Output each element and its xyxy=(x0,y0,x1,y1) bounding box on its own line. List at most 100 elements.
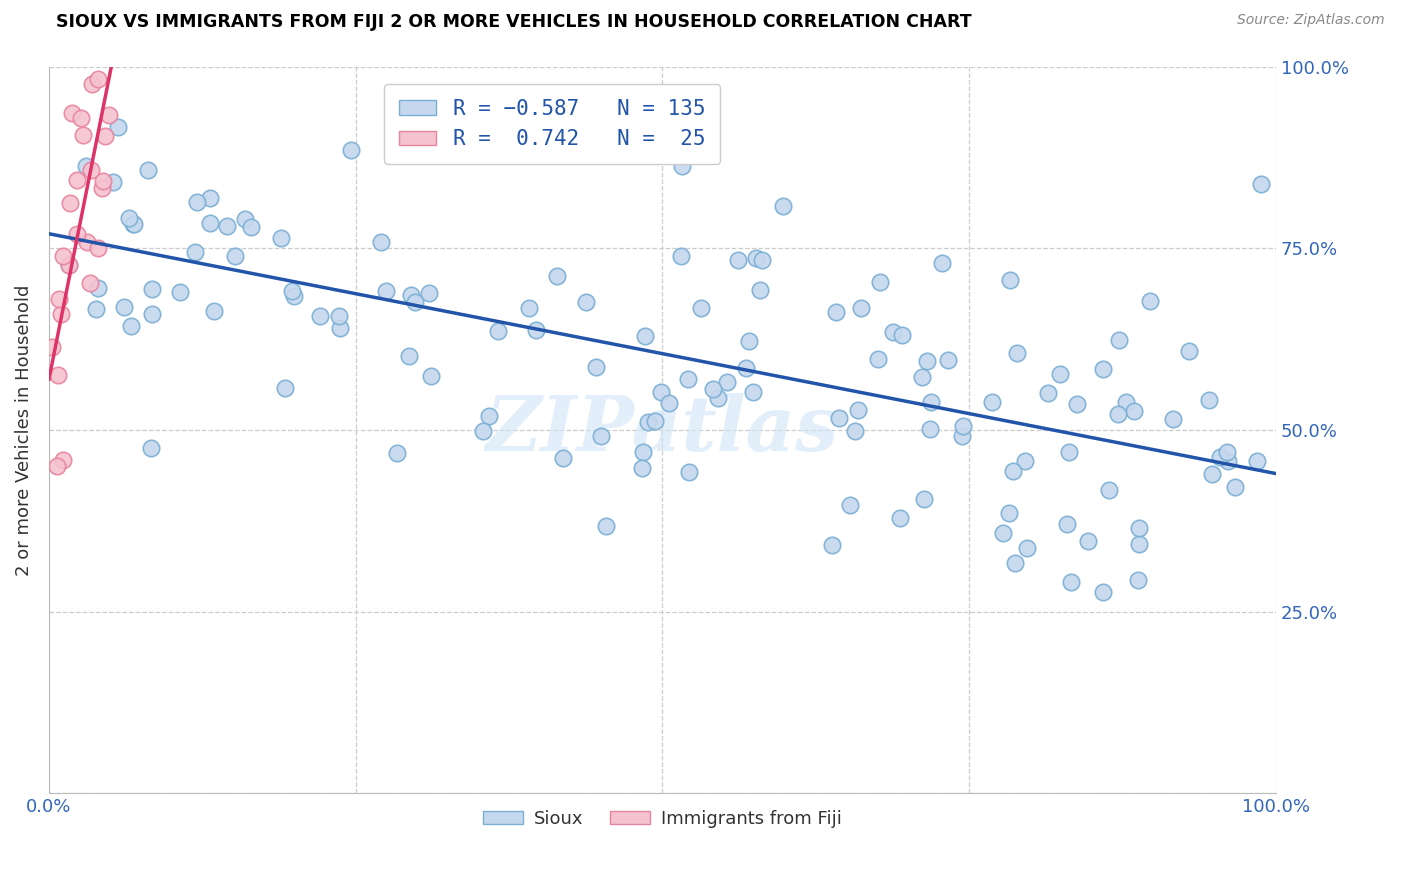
Point xyxy=(84,302,107,317)
Point xyxy=(553,450,575,465)
Text: Source: ZipAtlas.com: Source: ZipAtlas.com xyxy=(1237,13,1385,28)
Point xyxy=(707,391,730,405)
Point xyxy=(1066,397,1088,411)
Point xyxy=(76,235,98,250)
Point xyxy=(838,499,860,513)
Point xyxy=(138,162,160,177)
Point xyxy=(1091,584,1114,599)
Point xyxy=(198,216,221,230)
Point xyxy=(997,506,1019,520)
Point xyxy=(634,329,657,343)
Point xyxy=(65,173,87,187)
Point xyxy=(1128,574,1150,588)
Point xyxy=(678,372,700,386)
Point xyxy=(101,175,124,189)
Point xyxy=(1014,453,1036,467)
Point xyxy=(1161,411,1184,425)
Point xyxy=(215,219,238,233)
Point xyxy=(517,301,540,316)
Point xyxy=(98,107,121,121)
Point xyxy=(1098,483,1121,497)
Point xyxy=(239,219,262,234)
Point xyxy=(950,429,973,443)
Point xyxy=(385,446,408,460)
Point xyxy=(60,105,83,120)
Point xyxy=(224,249,246,263)
Point xyxy=(80,163,103,178)
Point xyxy=(631,461,654,475)
Point xyxy=(737,334,759,349)
Point xyxy=(678,465,700,479)
Point xyxy=(184,245,207,260)
Point xyxy=(202,304,225,318)
Point xyxy=(931,256,953,270)
Point xyxy=(991,525,1014,540)
Point xyxy=(920,422,942,436)
Point xyxy=(1005,346,1028,360)
Point xyxy=(637,415,659,429)
Point xyxy=(478,409,501,423)
Point xyxy=(309,309,332,323)
Point xyxy=(1049,367,1071,381)
Point xyxy=(745,251,768,265)
Point xyxy=(91,173,114,187)
Point xyxy=(198,190,221,204)
Point xyxy=(49,307,72,321)
Point xyxy=(1077,533,1099,548)
Point xyxy=(122,217,145,231)
Point xyxy=(1250,177,1272,191)
Point xyxy=(107,120,129,134)
Point xyxy=(891,328,914,343)
Point xyxy=(41,341,63,355)
Point xyxy=(1115,394,1137,409)
Point xyxy=(139,441,162,455)
Point xyxy=(419,45,441,59)
Point xyxy=(917,354,939,368)
Point xyxy=(82,77,104,91)
Point xyxy=(122,217,145,231)
Point xyxy=(58,258,80,272)
Point xyxy=(658,396,681,410)
Point xyxy=(702,382,724,396)
Point xyxy=(270,231,292,245)
Point xyxy=(120,318,142,333)
Point xyxy=(869,275,891,289)
Point xyxy=(1038,386,1060,401)
Point xyxy=(169,285,191,299)
Point xyxy=(1060,574,1083,589)
Point xyxy=(93,128,115,143)
Point xyxy=(141,307,163,321)
Point xyxy=(52,453,75,467)
Point xyxy=(689,301,711,316)
Point xyxy=(1178,343,1201,358)
Point xyxy=(735,361,758,376)
Point xyxy=(1107,407,1129,421)
Point xyxy=(112,300,135,314)
Point xyxy=(749,283,772,297)
Point xyxy=(643,45,665,60)
Point xyxy=(418,285,440,300)
Point xyxy=(1057,445,1080,459)
Point xyxy=(1209,450,1232,465)
Point xyxy=(86,240,108,254)
Point xyxy=(742,384,765,399)
Point xyxy=(1246,454,1268,468)
Point xyxy=(828,410,851,425)
Legend: Sioux, Immigrants from Fiji: Sioux, Immigrants from Fiji xyxy=(477,803,849,835)
Point xyxy=(48,293,70,307)
Point xyxy=(370,235,392,250)
Point xyxy=(1223,480,1246,494)
Point xyxy=(1139,294,1161,309)
Point xyxy=(952,418,974,433)
Point xyxy=(716,375,738,389)
Point xyxy=(868,351,890,366)
Text: ZIPatlas: ZIPatlas xyxy=(486,393,839,467)
Point xyxy=(97,23,120,37)
Point xyxy=(820,538,842,552)
Point xyxy=(58,258,80,272)
Point xyxy=(844,424,866,438)
Point xyxy=(644,414,666,428)
Point xyxy=(79,276,101,290)
Point xyxy=(1108,333,1130,347)
Point xyxy=(118,211,141,226)
